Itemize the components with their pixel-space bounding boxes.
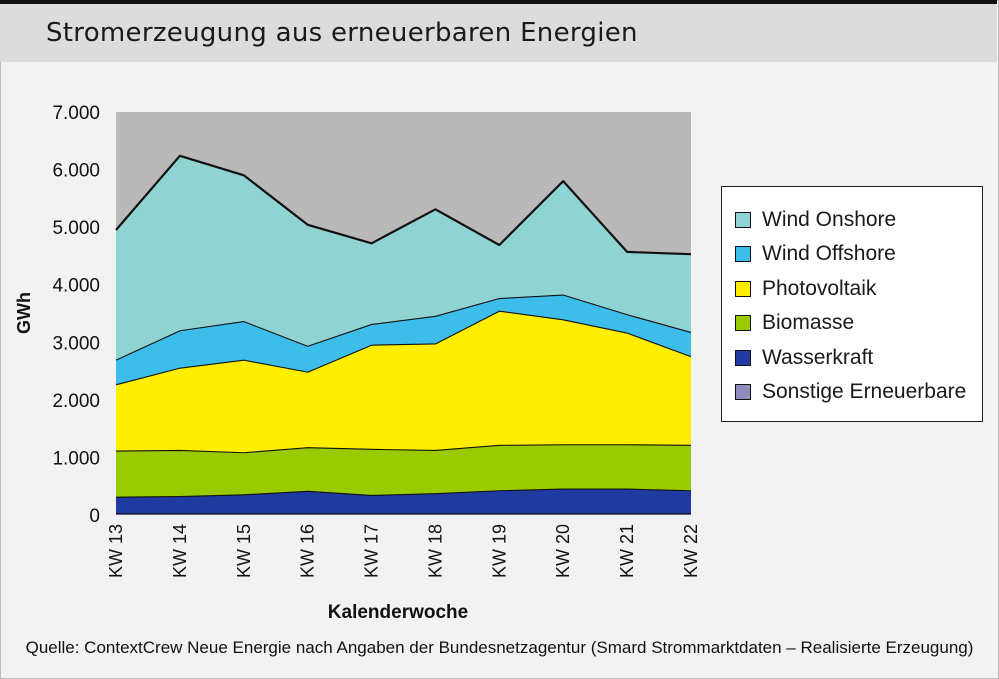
area-photovoltaik (116, 310, 691, 453)
chart-title: Stromerzeugung aus erneuerbaren Energien (46, 18, 638, 48)
legend-label: Photovoltaik (762, 276, 877, 300)
legend-label: Wind Offshore (762, 242, 896, 266)
y-axis-ticks: 0 1.000 2.000 3.000 4.000 5.000 6.000 7.000 (52, 103, 100, 527)
legend-swatch (735, 383, 751, 400)
x-tick-label: KW 20 (553, 524, 573, 578)
x-tick-label: KW 13 (106, 524, 126, 578)
legend-label: Wind Onshore (762, 208, 897, 231)
title-bar: Stromerzeugung aus erneuerbaren Energien (0, 0, 997, 62)
area-wasserkraft (116, 488, 691, 514)
legend-item: Wind Onshore (722, 203, 982, 237)
legend-item: Sonstige Erneuerbare (722, 375, 982, 409)
y-tick-label: 6.000 (52, 161, 100, 182)
legend-swatch (735, 212, 751, 228)
legend-label: Sonstige Erneuerbare (762, 379, 967, 403)
legend-label: Biomasse (762, 311, 855, 335)
legend-item: Biomasse (722, 306, 982, 340)
line-wind-onshore (115, 154, 692, 256)
legend-swatch (735, 315, 751, 332)
legend-swatch (735, 349, 751, 366)
area-wind-offshore (116, 294, 691, 385)
x-tick-label: KW 22 (681, 524, 701, 578)
y-tick-label: 7.000 (52, 103, 100, 124)
y-tick-label: 2.000 (52, 391, 100, 412)
legend-item: Photovoltaik (722, 272, 982, 306)
legend-label: Wasserkraft (762, 345, 874, 369)
area-biomasse (116, 444, 691, 497)
x-tick-label: KW 18 (425, 524, 445, 578)
legend-item: Wind Offshore (722, 237, 982, 271)
x-tick-label: KW 19 (489, 524, 509, 578)
x-tick-label: KW 16 (298, 524, 318, 578)
x-tick-label: KW 21 (617, 524, 637, 578)
area-wind-onshore (116, 155, 691, 360)
x-tick-label: KW 15 (234, 524, 254, 578)
x-tick-label: KW 14 (170, 524, 190, 578)
y-tick-label: 3.000 (52, 333, 100, 354)
legend-swatch (735, 246, 751, 263)
x-axis-ticks: KW 13 KW 14 KW 15 KW 16 KW 17 KW 18 KW 19 KW 20… (106, 524, 701, 578)
x-axis-label: Kalenderwoche (328, 602, 468, 623)
source-note: Quelle: ContextCrew Neue Energie nach An… (25, 638, 974, 657)
y-tick-label: 1.000 (52, 448, 100, 469)
legend-item: Wasserkraft (722, 341, 982, 375)
area-layers (115, 154, 692, 515)
y-axis-label: GWh (14, 292, 34, 334)
y-tick-label: 0 (89, 506, 100, 527)
legend: Wind Onshore Wind Offshore Photovoltaik Bio… (721, 186, 983, 422)
x-tick-label: KW 17 (362, 524, 382, 578)
y-tick-label: 4.000 (52, 276, 100, 297)
y-tick-label: 5.000 (52, 218, 100, 239)
legend-swatch (735, 280, 751, 297)
